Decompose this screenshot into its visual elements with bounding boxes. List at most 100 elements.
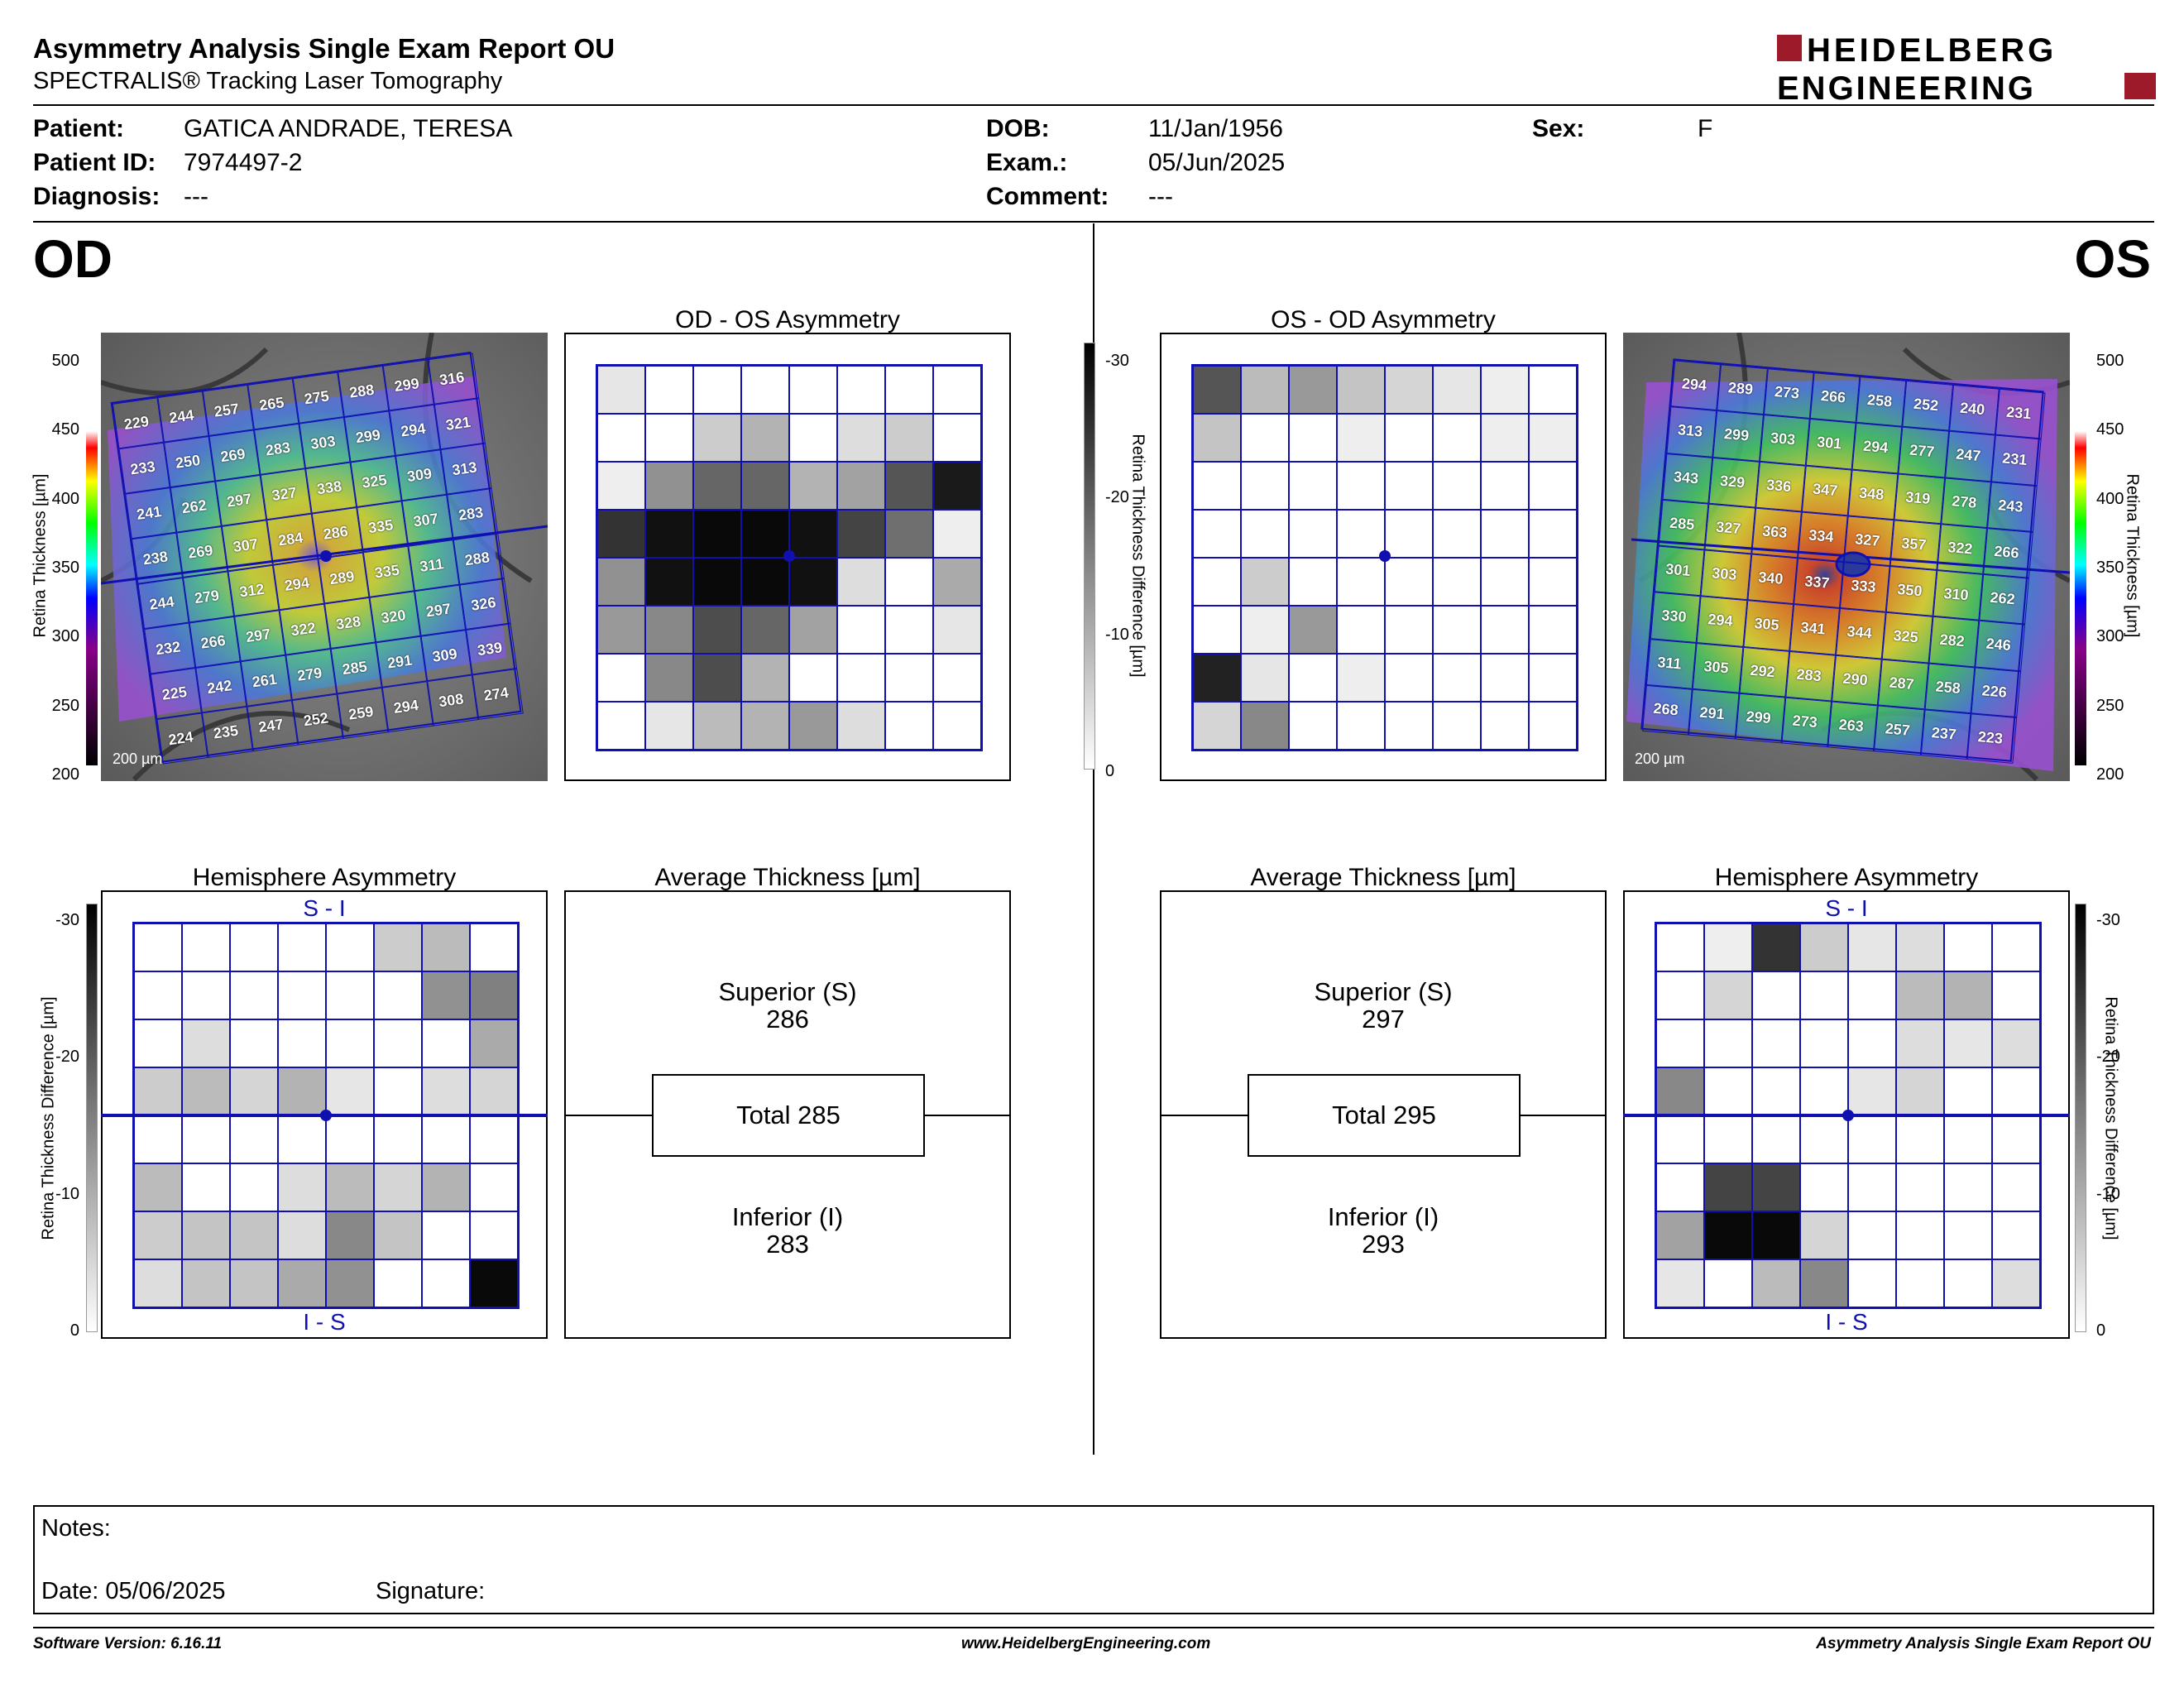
od-thickness-value: 269: [219, 444, 247, 465]
od-asym-cell-4-5: [837, 558, 885, 606]
os-avg-panel: Superior (S) 297 Total 295 Inferior (I) …: [1160, 890, 1607, 1339]
os-hemi-cell-0-3: [1800, 923, 1848, 971]
os-asym-cell-6-4: [1385, 654, 1433, 702]
os-thickness-value: 268: [1652, 699, 1679, 719]
notes-box[interactable]: Notes: Date: 05/06/2025 Signature:: [33, 1505, 2154, 1614]
os-asym-cell-7-2: [1289, 702, 1337, 750]
os-thickness-value: 303: [1711, 564, 1738, 584]
os-asym-cell-6-1: [1241, 654, 1289, 702]
os-asym-cell-2-7: [1529, 462, 1577, 510]
os-eye-label: OS: [2074, 229, 2151, 289]
os-diff-axis-label: Retina Thickness Difference [µm]: [2101, 996, 2120, 1240]
os-hemi-cell-4-2: [1752, 1115, 1800, 1163]
os-hemi-cell-4-6: [1944, 1115, 1992, 1163]
os-asym-cell-1-5: [1433, 414, 1481, 462]
od-asym-cell-3-2: [693, 510, 741, 558]
od-thickness-value: 294: [392, 696, 420, 717]
od-asym-cell-4-0: [597, 558, 645, 606]
os-hemi-cell-2-7: [1992, 1019, 2040, 1067]
scale-tick-label: 0: [1105, 762, 1115, 780]
od-asym-cell-0-2: [693, 366, 741, 414]
od-thickness-value: 275: [303, 386, 330, 407]
os-hemi-cell-5-6: [1944, 1163, 1992, 1211]
od-asym-cell-7-4: [789, 702, 837, 750]
os-hemi-cell-1-6: [1944, 971, 1992, 1019]
scale-tick-label: -30: [1105, 352, 1129, 370]
od-hemi-title: Hemisphere Asymmetry: [192, 864, 457, 891]
os-hemi-cell-7-6: [1944, 1259, 1992, 1307]
os-thickness-value: 258: [1866, 391, 1893, 410]
od-asym-cell-7-6: [885, 702, 933, 750]
os-hemi-cell-6-7: [1992, 1211, 2040, 1259]
od-diff-axis-label: Retina Thickness Difference [µm]: [39, 996, 58, 1240]
os-thickness-value: 310: [1942, 585, 1970, 604]
od-hemi-cell-1-5: [374, 971, 422, 1019]
od-asym-cell-2-2: [693, 462, 741, 510]
diagnosis-label: Diagnosis:: [33, 183, 160, 210]
scale-tick-label: 300: [2096, 627, 2124, 646]
scale-tick-label: 500: [51, 352, 79, 370]
os-hemi-cell-1-5: [1896, 971, 1944, 1019]
os-asym-cell-5-1: [1241, 606, 1289, 654]
od-hemi-cell-3-2: [230, 1067, 278, 1115]
os-asym-cell-5-6: [1481, 606, 1529, 654]
exam-label: Exam.:: [986, 149, 1068, 176]
os-thickness-value: 301: [1664, 560, 1692, 580]
os-thickness-value: 237: [1931, 724, 1957, 743]
os-asym-cell-5-5: [1433, 606, 1481, 654]
os-asym-cell-2-5: [1433, 462, 1481, 510]
scale-tick-label: 300: [51, 627, 79, 646]
od-inferior-value: 283: [766, 1230, 809, 1259]
od-thickness-value: 320: [380, 606, 407, 626]
os-asym-cell-4-2: [1289, 558, 1337, 606]
os-hemi-cell-5-2: [1752, 1163, 1800, 1211]
od-thickness-value: 294: [400, 420, 427, 440]
od-hemi-cell-1-1: [182, 971, 230, 1019]
scale-tick-label: -10: [2096, 1184, 2120, 1203]
os-thickness-value: 277: [1909, 441, 1936, 461]
od-asym-cell-1-1: [645, 414, 693, 462]
os-asym-cell-3-6: [1481, 510, 1529, 558]
od-asym-cell-5-2: [693, 606, 741, 654]
od-thickness-value: 262: [180, 496, 208, 516]
od-thickness-value: 309: [431, 645, 458, 665]
os-thickness-value: 334: [1808, 526, 1835, 545]
od-asym-cell-3-0: [597, 510, 645, 558]
os-thickness-value: 313: [1677, 421, 1703, 441]
footer-website[interactable]: www.HeidelbergEngineering.com: [961, 1635, 1211, 1652]
od-thickness-value: 284: [276, 528, 304, 549]
od-asym-cell-1-5: [837, 414, 885, 462]
scale-tick-label: -20: [1105, 488, 1129, 507]
od-thickness-value: 242: [205, 676, 233, 697]
os-asym-cell-0-4: [1385, 366, 1433, 414]
os-thickness-value: 226: [1980, 681, 2008, 701]
os-fundus-image: 294 289 273 266 258 252 240 231 313 299 303 301 294 2…: [1623, 333, 2070, 781]
os-hemi-cell-2-5: [1896, 1019, 1944, 1067]
od-hemi-cell-6-2: [230, 1211, 278, 1259]
od-thickness-value: 313: [451, 458, 478, 478]
os-asym-cell-3-0: [1193, 510, 1241, 558]
exam-value: 05/Jun/2025: [1148, 149, 1286, 176]
od-asym-cell-5-6: [885, 606, 933, 654]
od-thickness-value: 327: [271, 483, 298, 504]
od-asym-cell-6-5: [837, 654, 885, 702]
scale-tick-label: 0: [2096, 1321, 2106, 1340]
od-thickness-colorbar: [86, 348, 98, 765]
od-asym-cell-3-5: [837, 510, 885, 558]
os-thickness-value: 282: [1938, 631, 1966, 650]
os-hemi-fovea-dot: [1842, 1110, 1854, 1121]
os-asym-cell-5-7: [1529, 606, 1577, 654]
os-asym-cell-5-3: [1337, 606, 1385, 654]
os-hemi-cell-3-2: [1752, 1067, 1800, 1115]
comment-value: ---: [1148, 183, 1173, 210]
scale-tick-label: 350: [2096, 559, 2124, 577]
os-thickness-value: 278: [1951, 492, 1978, 511]
os-hemi-cell-6-6: [1944, 1211, 1992, 1259]
os-hemi-cell-2-3: [1800, 1019, 1848, 1067]
od-thickness-value: 265: [257, 393, 285, 414]
od-asym-cell-0-1: [645, 366, 693, 414]
os-asym-cell-7-3: [1337, 702, 1385, 750]
od-hemi-cell-6-1: [182, 1211, 230, 1259]
os-hemi-cell-2-1: [1704, 1019, 1752, 1067]
od-asym-cell-7-0: [597, 702, 645, 750]
